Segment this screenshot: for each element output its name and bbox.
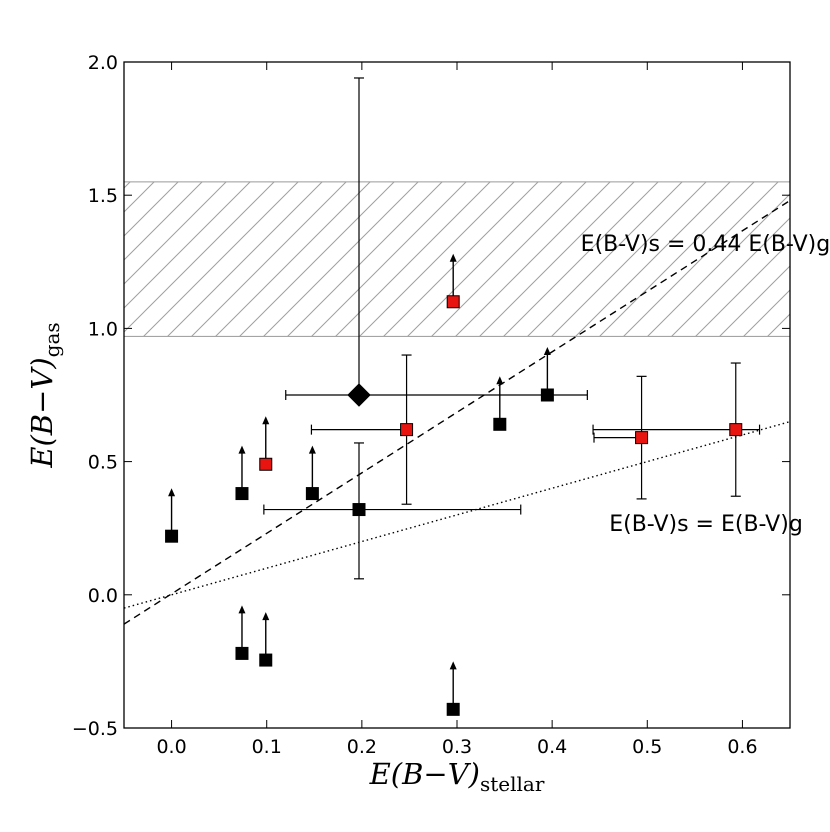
data-point-marker (446, 702, 460, 716)
arrow-head (262, 416, 270, 425)
y-tick-label: −0.5 (72, 718, 118, 740)
x-tick-label: 0.1 (252, 736, 282, 758)
arrow-head (168, 488, 176, 497)
dotted-relation-line (124, 420, 790, 609)
markers-layer (165, 295, 743, 716)
dashed-line-annotation: E(B-V)s = 0.44 E(B-V)g (581, 232, 830, 257)
hatched-band (123, 181, 791, 337)
data-point-marker (635, 431, 649, 445)
y-axis-title: E(B−V)gas (25, 322, 64, 468)
y-tick-label: 1.5 (88, 185, 118, 207)
arrow-head (449, 253, 457, 262)
y-tick-label: 0.0 (88, 585, 118, 607)
data-point-marker (305, 487, 319, 501)
y-tick-label: 2.0 (88, 52, 118, 74)
x-tick-label: 0.2 (347, 736, 377, 758)
arrow-head (496, 376, 504, 385)
x-tick-label: 0.4 (537, 736, 567, 758)
data-point-marker (540, 388, 554, 402)
x-tick-label: 0.0 (156, 736, 186, 758)
data-point-marker (493, 417, 507, 431)
data-point-marker (259, 653, 273, 667)
arrow-head (543, 347, 551, 355)
x-axis-title: E(B−V)stellar (369, 757, 545, 796)
y-tick-label: 1.0 (88, 318, 118, 340)
data-point-marker (729, 423, 743, 437)
dotted-line-annotation: E(B-V)s = E(B-V)g (609, 512, 803, 537)
arrow-head (238, 445, 246, 454)
data-point-marker (446, 295, 460, 309)
x-tick-label: 0.3 (442, 736, 472, 758)
data-point-marker (400, 423, 414, 437)
data-point-marker (352, 503, 366, 517)
data-point-marker (165, 529, 179, 543)
x-tick-label: 0.6 (727, 736, 757, 758)
annotations-layer: E(B-V)s = 0.44 E(B-V)g E(B-V)s = E(B-V)g (581, 232, 830, 537)
data-point-marker (235, 487, 249, 501)
y-tick-label: 0.5 (88, 452, 118, 474)
lower-limit-arrows-layer (168, 253, 551, 710)
arrow-head (308, 445, 316, 454)
data-point-marker (259, 457, 273, 471)
relation-lines-layer (124, 199, 790, 625)
ticks-layer: 0.0 0.1 0.2 0.3 0.4 0.5 0.6 −0.5 0.0 0.5 1.0 1.5 2.0 (72, 52, 790, 758)
arrow-head (262, 612, 270, 621)
diamond-marker (347, 383, 371, 407)
arrow-head (238, 605, 246, 614)
data-point-marker (235, 646, 249, 660)
arrow-head (449, 661, 457, 670)
x-tick-label: 0.5 (632, 736, 662, 758)
hatched-band-layer (123, 181, 791, 337)
